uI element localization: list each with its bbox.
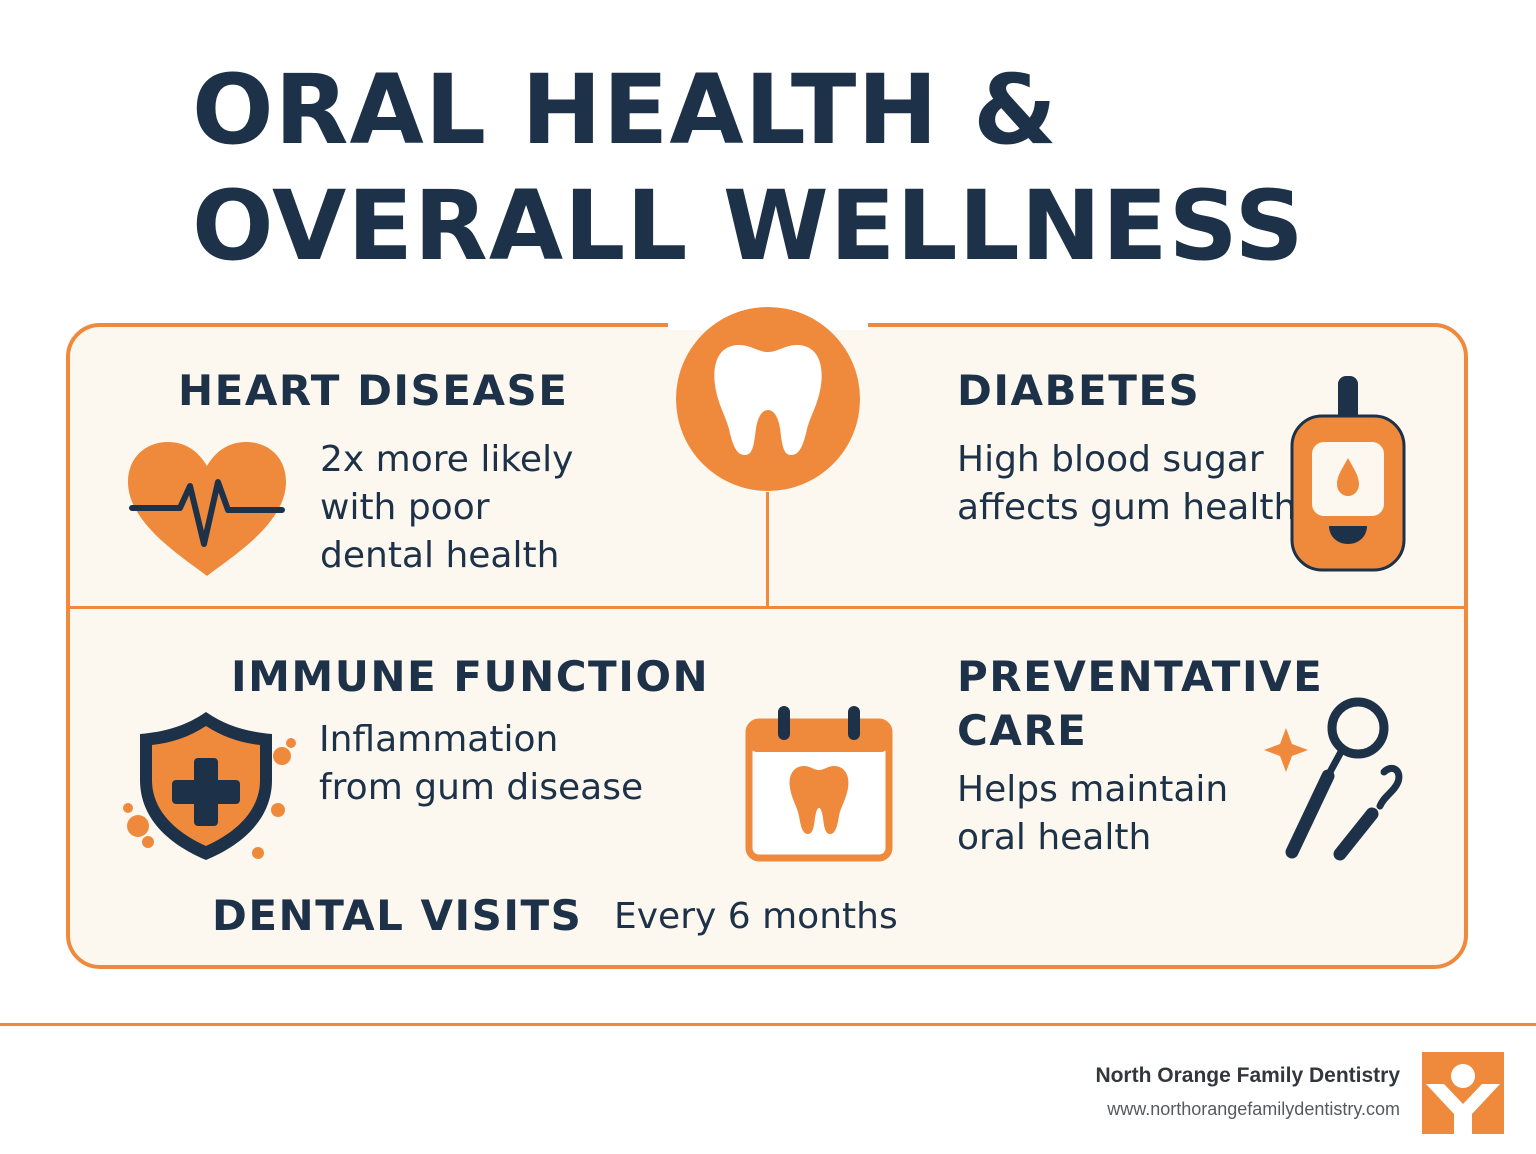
immune-line-2: from gum disease xyxy=(319,767,644,808)
heart-disease-heading: HEART DISEASE xyxy=(178,366,569,415)
preventative-heading-line-1: PREVENTATIVE xyxy=(957,652,1324,701)
immune-function-heading: IMMUNE FUNCTION xyxy=(231,652,710,701)
shield-cross-icon xyxy=(123,712,296,860)
diabetes-line-1: High blood sugar xyxy=(957,439,1264,480)
title-line-2: OVERALL WELLNESS xyxy=(192,170,1305,282)
horizontal-divider xyxy=(70,606,1466,609)
page-title: ORAL HEALTH & OVERALL WELLNESS xyxy=(192,52,1305,284)
diabetes-heading: DIABETES xyxy=(957,366,1201,415)
immune-line-1: Inflammation xyxy=(319,719,559,760)
footer-practice-name: North Orange Family Dentistry xyxy=(1095,1064,1400,1087)
immune-function-text: Inflammation from gum disease xyxy=(319,716,643,812)
person-logo-icon xyxy=(1422,1052,1504,1134)
preventative-care-text: Helps maintain oral health xyxy=(957,766,1228,862)
dental-visits-heading: DENTAL VISITS xyxy=(212,891,583,940)
vertical-divider xyxy=(766,492,769,606)
title-line-1: ORAL HEALTH & xyxy=(192,54,1058,166)
heart-line-2: with poor xyxy=(320,487,490,528)
calendar-tooth-icon xyxy=(745,706,893,862)
preventative-line-2: oral health xyxy=(957,817,1152,858)
dental-tools-icon xyxy=(1264,697,1403,861)
heart-line-1: 2x more likely xyxy=(320,439,574,480)
diabetes-text: High blood sugar affects gum health xyxy=(957,436,1296,532)
diabetes-line-2: affects gum health xyxy=(957,487,1297,528)
heart-disease-text: 2x more likely with poor dental health xyxy=(320,436,573,580)
preventative-heading-line-2: CARE xyxy=(957,706,1088,755)
tooth-icon xyxy=(676,307,860,491)
footer-website-url[interactable]: www.northorangefamilydentistry.com xyxy=(1107,1099,1400,1119)
heart-line-3: dental health xyxy=(320,535,560,576)
footer-divider xyxy=(0,1023,1536,1026)
glucose-meter-icon xyxy=(1290,376,1406,572)
preventative-line-1: Helps maintain xyxy=(957,769,1229,810)
dental-visits-frequency: Every 6 months xyxy=(614,896,898,937)
preventative-care-heading: PREVENTATIVE CARE xyxy=(957,650,1323,758)
heart-pulse-icon xyxy=(128,442,286,576)
